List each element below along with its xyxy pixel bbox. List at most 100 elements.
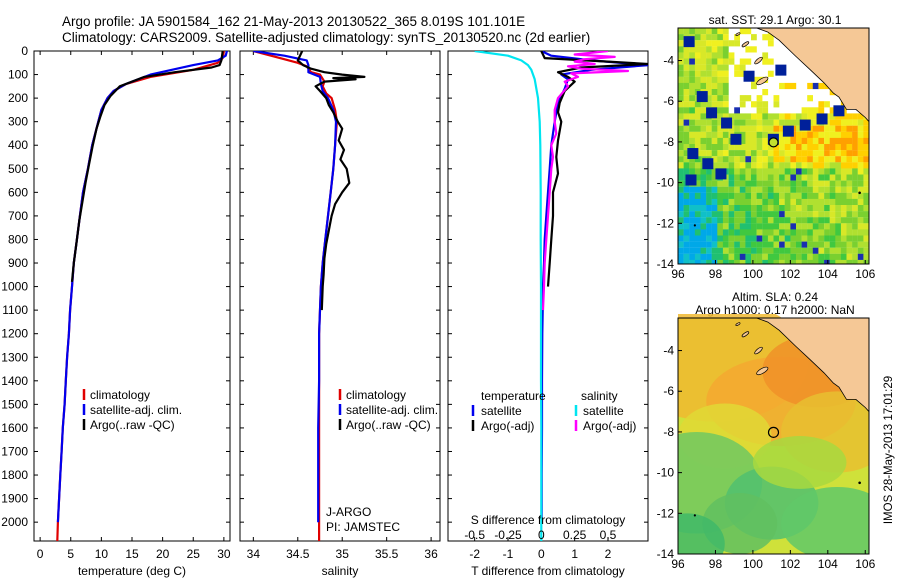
sst-cell: [717, 223, 724, 230]
sst-cell: [683, 58, 690, 65]
sst-cell: [835, 241, 842, 248]
sst-cell: [678, 125, 684, 132]
top-tick-label: 0.5: [600, 528, 617, 542]
map-xtick-label: 106: [855, 267, 875, 281]
sst-cell: [694, 119, 701, 126]
sst-cell: [767, 58, 774, 65]
sst-cell: [790, 180, 797, 187]
sst-cell: [683, 76, 690, 83]
sst-cell: [840, 211, 847, 218]
sst-cell: [717, 58, 724, 65]
sst-cell: [739, 205, 746, 212]
sst-cell: [683, 192, 690, 199]
sst-cell: [717, 113, 724, 120]
sst-cell: [734, 125, 740, 132]
sst-cell: [818, 241, 825, 248]
sst-cell: [840, 259, 847, 264]
sst-cell: [790, 192, 797, 199]
sst-cell: [706, 58, 712, 65]
sst-cell: [689, 137, 695, 145]
sst-cell: [829, 247, 836, 254]
sst-cell: [700, 131, 707, 138]
sst-cell: [835, 144, 842, 151]
sst-cell: [863, 241, 869, 248]
sst-cell: [717, 198, 724, 206]
sst-cell: [767, 211, 774, 218]
sst-cell: [739, 192, 746, 199]
sst-cell: [751, 241, 757, 248]
sst-cell: [818, 211, 825, 218]
sst-cell: [739, 223, 746, 230]
sst-cell: [767, 235, 774, 242]
sst-cell: [700, 52, 707, 59]
sst-cell: [711, 211, 718, 218]
sst-cell: [739, 229, 746, 236]
sst-cell: [807, 144, 813, 151]
sst-cell: [751, 247, 757, 254]
sst-cell: [852, 168, 858, 175]
sst-cell: [790, 156, 797, 163]
sst-cell: [829, 241, 836, 248]
depth-tick-label: 400: [8, 138, 28, 152]
sst-cell: [824, 125, 830, 132]
series-line-argo-raw-qc-: [296, 51, 366, 311]
sst-cell: [852, 131, 858, 138]
sst-cell: [717, 229, 724, 236]
sst-cell: [784, 119, 791, 126]
depth-tick-label: 0: [21, 44, 28, 58]
sst-cell: [767, 186, 774, 193]
sst-cell: [852, 198, 858, 206]
sst-cell: [728, 235, 735, 242]
sst-cell: [678, 28, 684, 35]
sst-cell: [728, 211, 735, 218]
sst-cell: [683, 64, 690, 71]
sst-cell: [762, 259, 769, 264]
island: [754, 346, 763, 355]
sst-cell: [751, 259, 757, 264]
series-line-s-argo-adj-: [541, 51, 630, 311]
sst-cell: [852, 119, 858, 126]
sst-cell: [863, 186, 869, 193]
top-tick-label: -0.25: [494, 528, 522, 542]
sst-cell: [835, 211, 842, 218]
temperature-panel: 0100200300400500600700800900100011001200…: [1, 44, 231, 578]
sst-cell: [846, 241, 853, 248]
sst-cell: [739, 28, 746, 35]
sst-cell: [812, 223, 819, 230]
sst-cell: [846, 168, 853, 175]
sst-cell: [773, 253, 780, 260]
sst-cell: [706, 64, 712, 71]
sst-cell: [790, 217, 797, 224]
sst-cell: [779, 253, 785, 260]
sst-cell: [711, 229, 718, 236]
sst-cell: [773, 162, 780, 169]
sst-cell: [784, 162, 791, 169]
map-xtick-label: 96: [671, 267, 685, 281]
sst-cell: [818, 198, 825, 206]
sst-cell: [734, 168, 740, 175]
sst-cell: [678, 52, 684, 59]
sst-cell: [689, 113, 695, 120]
sst-cell: [812, 174, 819, 181]
sst-cell: [835, 198, 842, 206]
sst-cell: [678, 76, 684, 83]
island: [693, 514, 696, 517]
sla-map-panel: Altim. SLA: 0.24 Argo h1000: 0.17 h2000:…: [657, 290, 876, 571]
sst-cell: [812, 180, 819, 187]
sst-cell: [790, 82, 797, 90]
sst-cell: [790, 229, 797, 236]
sst-cell: [846, 223, 853, 230]
sst-cell: [818, 192, 825, 199]
sst-cell: [852, 125, 858, 132]
sst-cell: [756, 253, 763, 260]
sst-cell: [751, 34, 757, 41]
sst-cell: [807, 137, 813, 145]
sst-cell: [717, 28, 724, 35]
sst-cell: [739, 95, 746, 102]
sst-cell: [711, 235, 718, 242]
sst-cell: [700, 241, 707, 248]
sst-cell: [717, 186, 724, 193]
sst-cell: [739, 168, 746, 175]
sst-cell: [799, 119, 811, 131]
sst-cell: [706, 253, 712, 260]
